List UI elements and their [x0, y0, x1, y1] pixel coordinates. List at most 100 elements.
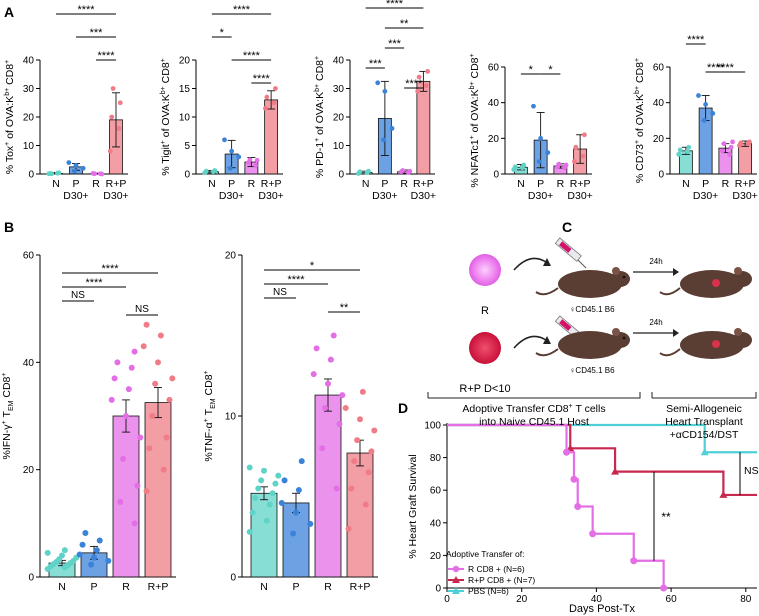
left-caption-line1: Adoptive Transfer CD8+ T cells [462, 403, 605, 415]
panel-letter-d: D [398, 400, 408, 416]
significance-label: **** [97, 50, 115, 62]
data-point [96, 537, 103, 544]
mouse-with-heart-icon [659, 267, 752, 298]
y-tick-label: 40 [23, 56, 35, 67]
data-point [703, 102, 709, 107]
survival-x-tick-label: 80 [740, 594, 752, 605]
row2-label: R+P D<10 [459, 383, 510, 395]
right-bracket [651, 392, 757, 399]
data-point [131, 520, 138, 527]
survival-y-tick-label: 40 [430, 518, 442, 529]
row2-time-label: 24h [649, 318, 662, 327]
data-point [169, 375, 176, 382]
y-label-sup3: + [160, 58, 167, 62]
data-point [333, 485, 340, 492]
category-label: R+P [106, 178, 127, 190]
legend-marker [452, 565, 460, 573]
category-label: R [248, 178, 256, 190]
legend-label: R+P CD8 + (N=7) [468, 575, 535, 585]
y-tick-label: 20 [23, 465, 35, 476]
category-label: R+P [350, 581, 371, 593]
significance-label: **** [687, 34, 705, 46]
data-point [111, 375, 118, 382]
significance-label: **** [77, 4, 95, 16]
category-label: R+P [148, 581, 169, 593]
data-point [114, 359, 121, 366]
significance-label: **** [233, 4, 251, 16]
y-label-ova: OVA:K [4, 96, 16, 127]
data-point [123, 413, 129, 419]
category-sublabel: D30+ [219, 190, 244, 202]
data-point [107, 148, 113, 154]
data-point [359, 388, 366, 395]
data-point [134, 482, 141, 489]
legend-title: Adoptive Transfer of: [446, 549, 524, 559]
data-point [125, 386, 132, 393]
category-label: P [228, 178, 235, 190]
rp-cells-dish-icon [469, 332, 501, 364]
category-sublabel: D30+ [567, 190, 592, 202]
data-point [80, 165, 86, 171]
arrowhead-icon [543, 258, 551, 266]
category-label: N [362, 178, 370, 190]
y-label-sup2: b+ [314, 84, 321, 92]
y-tick-label: 40 [488, 98, 500, 109]
y-label-em: EM [8, 400, 15, 411]
category-sublabel: D30+ [258, 190, 283, 202]
arrowhead-icon [673, 329, 679, 337]
data-point [61, 547, 68, 554]
significance-label: **** [717, 62, 735, 74]
data-point [137, 434, 144, 441]
data-point [73, 163, 79, 168]
data-point [278, 499, 285, 506]
data-point [677, 147, 683, 153]
data-point [236, 154, 242, 160]
r-cells-dish-icon [469, 254, 501, 286]
data-point [322, 404, 329, 411]
data-point [336, 421, 343, 428]
arrowhead-icon [673, 268, 679, 276]
data-point [382, 88, 388, 94]
legend-label: R CD8 + (N=6) [468, 564, 525, 574]
data-point [160, 466, 167, 473]
data-point [727, 151, 733, 157]
y-label-of: of [469, 121, 481, 136]
y-tick-label: 20 [488, 134, 500, 145]
category-sublabel: D30+ [63, 190, 88, 202]
data-point [152, 380, 159, 387]
category-label: R+P [570, 178, 591, 190]
data-point [701, 118, 707, 123]
data-point [351, 458, 358, 465]
y-tick-label: 60 [653, 63, 665, 74]
survival-marker [660, 584, 668, 592]
data-point [146, 445, 153, 452]
data-point [116, 125, 122, 131]
data-point [721, 141, 727, 147]
y-axis-label: % NFATc1+ of OVA:Kb+ CD8+ [469, 53, 481, 187]
data-point [255, 485, 262, 492]
survival-sig-label: ** [661, 510, 671, 524]
data-point [342, 404, 349, 411]
bar-R [112, 415, 140, 578]
data-point [696, 93, 701, 98]
data-point [143, 321, 150, 328]
data-point [563, 162, 569, 168]
y-tick-label: 10 [225, 412, 237, 423]
data-point [56, 170, 62, 176]
y-label-cd8: CD8 [1, 376, 13, 400]
category-sublabel: D30+ [372, 190, 397, 202]
y-label-sup: + [203, 418, 210, 422]
data-point [131, 348, 138, 355]
data-point [531, 103, 536, 109]
data-point [140, 343, 147, 350]
data-point [354, 437, 361, 444]
y-tick-label: 20 [225, 251, 237, 262]
y-label-main: % PD-1 [314, 142, 326, 178]
survival-marker [563, 448, 571, 456]
y-tick-label: 30 [333, 84, 345, 95]
category-sublabel: D30+ [528, 190, 553, 202]
mouse-icon [535, 328, 630, 359]
